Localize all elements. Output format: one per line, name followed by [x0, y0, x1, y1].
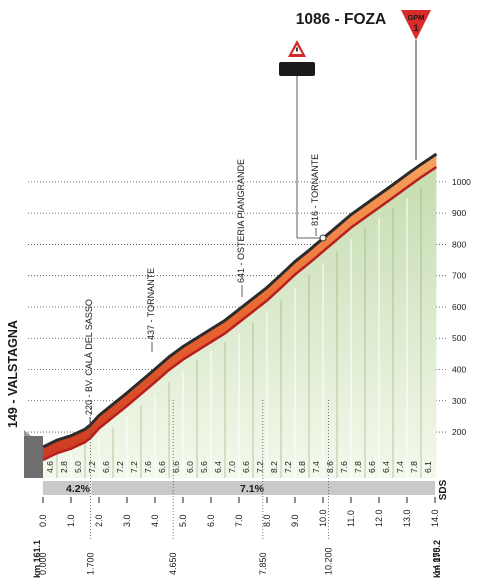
altitude-tick-label: 200 [452, 427, 466, 437]
km-start-label: km 161.1 [32, 540, 42, 578]
km-gradient-label: 7.2 [283, 461, 293, 473]
km-gradient-label: 5.0 [73, 461, 83, 473]
km-gradient-label: 8.2 [269, 461, 279, 473]
km-gradient-label: 7.0 [227, 461, 237, 473]
km-gradient-label: 4.6 [45, 461, 55, 473]
km-gradient-label: 6.6 [367, 461, 377, 473]
waypoint-km-label: 7.850 [258, 552, 268, 575]
km-tick-label: 5.0 [178, 514, 188, 527]
waypoint-km-label: 1.700 [86, 552, 96, 575]
road-layer [42, 152, 438, 462]
km-tick-label: 11.0 [346, 510, 356, 527]
gpm-category: 1 [413, 23, 418, 33]
km-gradient-label: 6.1 [423, 461, 433, 473]
km-gradient-label: 7.2 [255, 461, 265, 473]
km-tick-label: 9.0 [290, 514, 300, 527]
km-gradient-label: 7.4 [395, 461, 405, 473]
waypoint-label: 641 - OSTERIA PIANGRANDE [236, 159, 246, 283]
km-gradient-label: 7.6 [339, 461, 349, 473]
waypoint-label: 816 - TORNANTE [310, 154, 320, 226]
km-gradient-label: 7.8 [409, 461, 419, 473]
warning-exclamation [296, 47, 298, 52]
km-gradient-label: 7.2 [129, 461, 139, 473]
altitude-tick-label: 700 [452, 271, 466, 281]
gpm-badge-icon [401, 10, 431, 40]
km-gradient-label: 7.4 [311, 461, 321, 473]
km-tick-label: 13.0 [402, 509, 412, 527]
km-tick-label: 4.0 [150, 514, 160, 527]
brand-mark: SDS [438, 479, 449, 500]
km-gradient-label: 6.6 [157, 461, 167, 473]
altitude-tick-label: 1000 [452, 177, 471, 187]
overall-gradient-bar [43, 481, 435, 495]
grid-layer: 200 300 400 500 600 700 800 900 1000 [28, 177, 471, 437]
waypoint-label: 437 - TORNANTE [146, 268, 156, 340]
km-gradient-label: 2.8 [59, 461, 69, 473]
altitude-tick-label: 400 [452, 365, 466, 375]
overall-gradient-label: 7.1% [240, 483, 265, 495]
km-tick-label: 2.0 [94, 514, 104, 527]
gradient-label-layer: 4.6 2.8 5.0 7.2 6.6 7.2 7.2 7.6 6.6 6.6 6.0 5.6 6.4 7… [45, 461, 433, 473]
km-end-label: km 175.2 [432, 540, 442, 578]
km-gradient-label: 6.4 [213, 461, 223, 473]
waypoint-km-label: 0.000 [38, 552, 48, 575]
km-gradient-label: 7.2 [115, 461, 125, 473]
km-gradient-label: 6.6 [241, 461, 251, 473]
km-tick-label: 7.0 [234, 514, 244, 527]
km-gradient-label: 6.0 [185, 461, 195, 473]
km-gradient-label: 7.2 [87, 461, 97, 473]
km-gradient-label: 6.8 [297, 461, 307, 473]
km-gradient-label: 5.6 [199, 461, 209, 473]
max-gradient-badge [279, 62, 315, 76]
km-gradient-label: 6.4 [381, 461, 391, 473]
km-gradient-label: 8.6 [325, 461, 335, 473]
max-gradient-point [319, 234, 327, 242]
km-tick-label: 0.0 [38, 514, 48, 527]
km-tick-label: 12.0 [374, 509, 384, 527]
altitude-tick-label: 600 [452, 302, 466, 312]
start-location-label: 149 - VALSTAGNA [6, 320, 20, 428]
road-band [43, 155, 437, 460]
waypoint-km-label: 4.650 [168, 552, 178, 575]
summit-title: 1086 - FOZA [296, 11, 386, 28]
waypoint-km-label: 14.050 [431, 547, 441, 575]
km-tick-label: 8.0 [262, 514, 272, 527]
km-gradient-label: 6.6 [171, 461, 181, 473]
altitude-tick-label: 500 [452, 333, 466, 343]
km-gradient-label: 7.8 [353, 461, 363, 473]
road-bottom-edge [42, 165, 438, 462]
start-block-shade [24, 436, 43, 478]
overall-gradient-label: 4.2% [66, 483, 91, 495]
road-top-edge [42, 152, 438, 449]
km-tick-label: 14.0 [430, 509, 440, 527]
gpm-label: GPM [407, 13, 424, 22]
km-gradient-label: 7.6 [143, 461, 153, 473]
waypoint-km-label: 10.200 [324, 547, 334, 575]
waypoint-layer: 149 - VALSTAGNA 220 - BV. CALÀ DEL SASSO 4… [6, 154, 320, 428]
km-gradient-label: 6.6 [101, 461, 111, 473]
axis-layer: 0.0 1.0 2.0 3.0 4.0 5.0 6.0 7.0 8.0 9.0 10.0 11.0 12… [32, 400, 442, 578]
gradient-bar-layer: 4.2% 7.1% SDS [43, 479, 449, 500]
altitude-tick-label: 900 [452, 208, 466, 218]
km-tick-label: 10.0 [318, 509, 328, 527]
km-tick-label: 3.0 [122, 514, 132, 527]
km-tick-label: 6.0 [206, 514, 216, 527]
km-tick-label: 1.0 [66, 514, 76, 527]
stripe-layer [56, 187, 422, 478]
altitude-tick-label: 300 [452, 396, 466, 406]
waypoint-label: 220 - BV. CALÀ DEL SASSO [84, 299, 94, 415]
altitude-tick-label: 800 [452, 239, 466, 249]
max-gradient-text: max 11% [279, 65, 315, 75]
